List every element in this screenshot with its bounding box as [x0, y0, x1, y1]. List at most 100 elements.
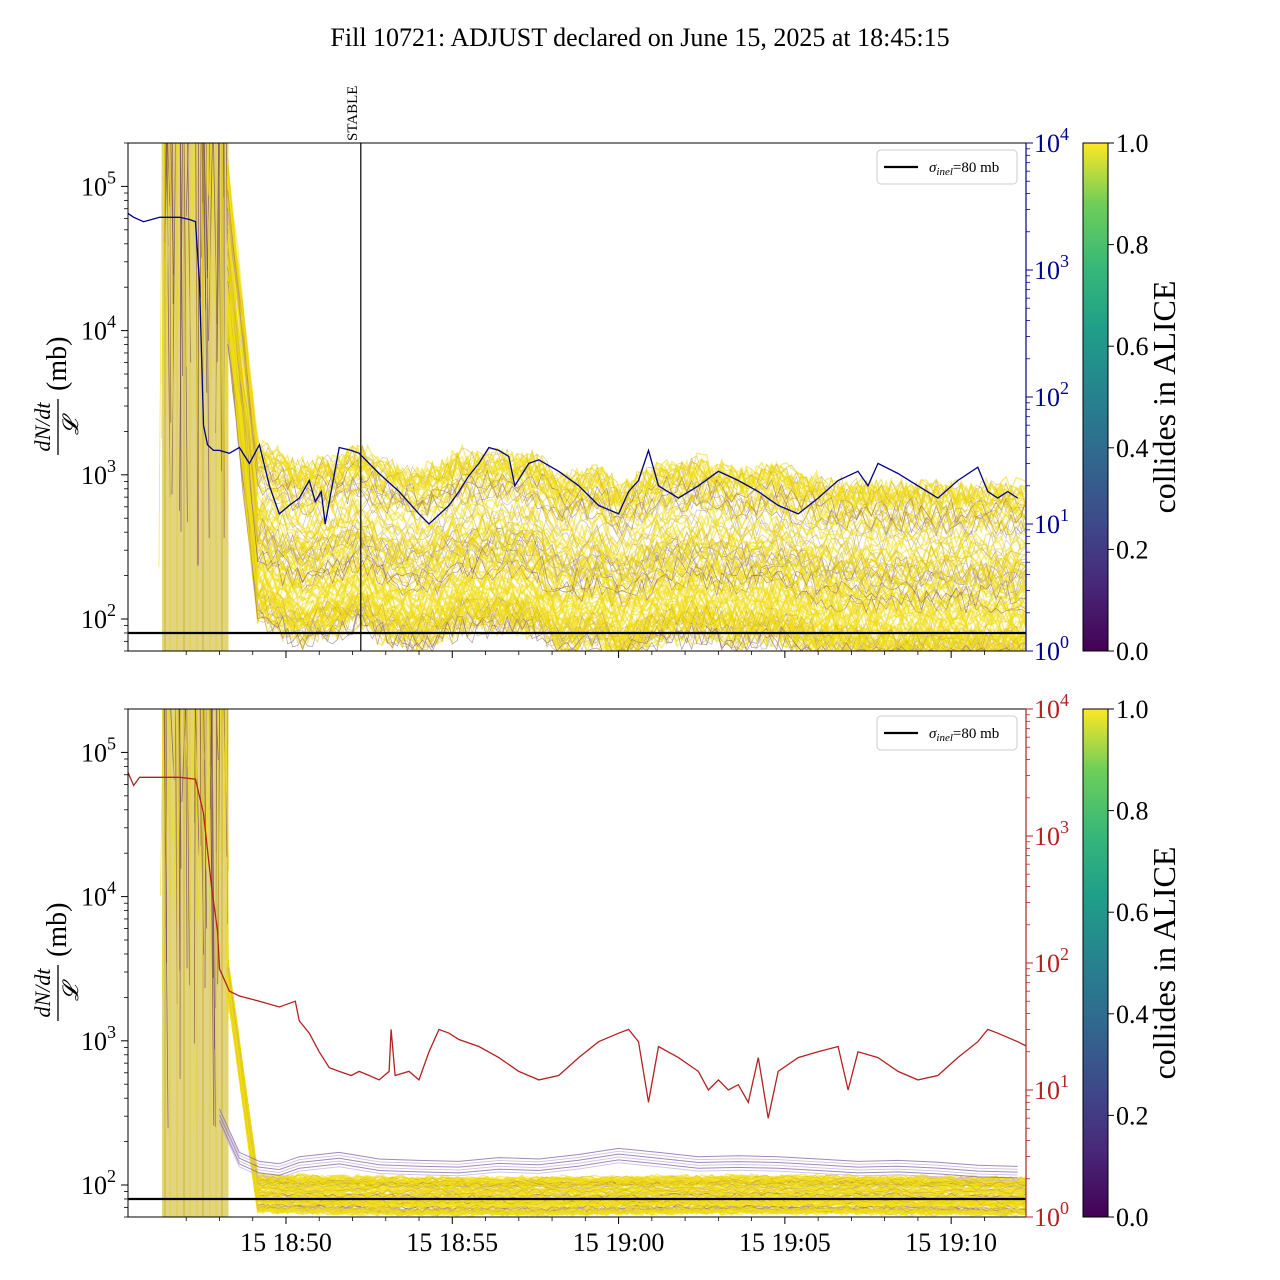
upper-trace	[219, 1117, 1018, 1176]
saturated-trace	[201, 143, 204, 203]
bunch-trace	[227, 991, 1026, 1214]
bunch-trace	[227, 981, 1026, 1208]
bunch-trace	[227, 960, 1026, 1185]
bunch-trace	[227, 961, 1026, 1188]
bottom-x-axis: 15 18:50 15 18:55 15 19:00 15 19:05 15 19:10	[185, 1217, 997, 1257]
top-ylabel-denominator: 𝓛	[58, 413, 83, 435]
x-tick-label: 15 18:55	[406, 1228, 498, 1257]
bunch-trace	[227, 278, 1026, 611]
saturated-trace	[166, 143, 170, 285]
bunch-trace	[227, 174, 1026, 510]
saturated-trace	[179, 709, 181, 804]
top-ylabel-numerator: dN/dt	[30, 402, 55, 452]
y-tick-label: 102	[81, 600, 116, 634]
bottom-band-layer	[159, 709, 1026, 1217]
colorbar-label: collides in ALICE	[1146, 281, 1182, 514]
y-tick-label: 104	[81, 878, 116, 912]
colorbar-tick-label: 0.2	[1116, 535, 1149, 564]
bottom-ylabel-unit: (mb)	[42, 903, 73, 957]
bunch-trace	[227, 972, 1026, 1196]
saturated-trace	[224, 709, 228, 1024]
bunch-trace	[227, 958, 1026, 1185]
bunch-trace	[227, 176, 1026, 510]
saturated-trace	[208, 143, 213, 341]
saturated-trace	[179, 143, 183, 511]
saturated-trace	[206, 709, 209, 843]
bottom-colorbar: 0.0 0.2 0.4 0.6 0.8 1.0 collides in ALICE	[1082, 695, 1182, 1232]
top-panel: 102 103 104 105 100 101 102 103 104 STABLE dN/d…	[30, 86, 1182, 666]
bunch-trace	[227, 995, 1026, 1217]
y2-tick-label: 102	[1034, 378, 1069, 412]
y2-tick-label: 102	[1034, 944, 1069, 978]
top-line-layer	[128, 143, 1026, 651]
saturated-trace	[171, 709, 176, 841]
y-tick-label: 105	[81, 733, 116, 767]
saturated-trace	[202, 709, 205, 1110]
legend-label: σinel=80 mb	[929, 160, 999, 178]
bunch-trace	[227, 964, 1026, 1189]
saturated-trace	[210, 709, 215, 1050]
y-tick-label: 104	[81, 312, 116, 346]
saturated-trace	[207, 143, 210, 196]
colorbar-gradient	[1082, 708, 1109, 1218]
bunch-trace	[227, 984, 1026, 1209]
upper-trace	[219, 1111, 1018, 1170]
colorbar-tick-label: 1.0	[1116, 129, 1149, 158]
upper-trace	[219, 1114, 1018, 1173]
y2-tick-label: 101	[1034, 505, 1069, 539]
colorbar-tick-label: 0.0	[1116, 637, 1149, 666]
y2-tick-label: 100	[1034, 1198, 1069, 1232]
saturated-trace	[205, 143, 210, 539]
y2-tick-label: 103	[1034, 817, 1069, 851]
bunch-trace	[227, 164, 1026, 508]
y2-series-line	[128, 771, 1026, 1119]
saturated-trace	[211, 709, 216, 1127]
saturated-trace	[159, 709, 164, 896]
bottom-axes-frame	[127, 708, 1027, 1218]
bunch-trace	[227, 959, 1026, 1182]
colorbar-label: collides in ALICE	[1146, 847, 1182, 1080]
colorbar-tick-label: 0.4	[1116, 1000, 1149, 1029]
y-tick-label: 103	[81, 456, 116, 490]
bunch-trace	[227, 182, 1026, 513]
bunch-trace	[227, 194, 1026, 525]
legend-label: σinel=80 mb	[929, 726, 999, 744]
bottom-ylabel-numerator: dN/dt	[30, 968, 55, 1018]
saturated-trace	[226, 143, 228, 245]
bunch-trace	[227, 967, 1026, 1192]
bunch-trace	[227, 990, 1026, 1212]
saturated-trace	[221, 143, 226, 555]
saturated-trace	[211, 143, 216, 310]
bunch-trace	[227, 965, 1026, 1191]
bottom-y-axis: 102 103 104 105	[81, 708, 128, 1218]
saturated-trace	[216, 143, 220, 363]
upper-trace	[219, 1123, 1018, 1182]
bunch-trace	[227, 196, 1026, 525]
top-y2-axis: 100 101 102 103 104	[1025, 124, 1069, 666]
bunch-trace	[227, 983, 1026, 1205]
bunch-trace	[227, 975, 1026, 1200]
colorbar-tick-label: 0.6	[1116, 898, 1149, 927]
bunch-trace	[227, 975, 1026, 1197]
saturated-trace	[191, 143, 195, 295]
colorbar-tick-label: 1.0	[1116, 695, 1149, 724]
bunch-trace	[227, 974, 1026, 1196]
bunch-trace	[227, 959, 1026, 1183]
bunch-trace	[227, 978, 1026, 1205]
figure-title: Fill 10721: ADJUST declared on June 15, …	[330, 23, 949, 52]
colorbar-tick-label: 0.2	[1116, 1101, 1149, 1130]
saturated-trace	[171, 143, 176, 495]
bunch-trace	[227, 182, 1026, 513]
bunch-trace	[227, 968, 1026, 1190]
bunch-trace	[227, 989, 1026, 1217]
top-ylabel-unit: (mb)	[42, 337, 73, 391]
top-y-axis: 102 103 104 105	[81, 142, 128, 652]
upper-trace	[219, 1120, 1018, 1179]
bunch-trace	[227, 984, 1026, 1208]
colorbar-tick-label: 0.6	[1116, 332, 1149, 361]
saturated-trace	[172, 143, 174, 304]
colorbar-tick-label: 0.0	[1116, 1203, 1149, 1232]
legend-box	[876, 715, 1018, 751]
